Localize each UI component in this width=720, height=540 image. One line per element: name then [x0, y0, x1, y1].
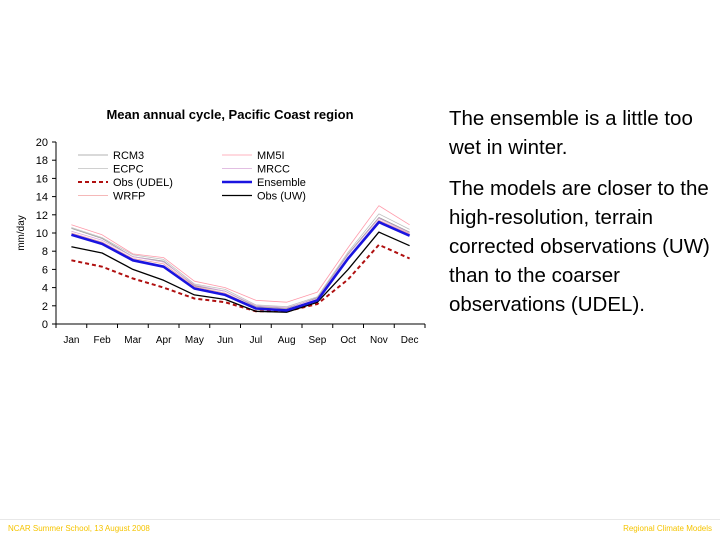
series-line-mm5i: [71, 205, 410, 303]
y-tick-label: 4: [42, 283, 48, 295]
y-tick-label: 2: [42, 301, 48, 313]
x-tick-label: May: [185, 335, 204, 346]
series-line-obs-udel: [71, 243, 411, 313]
legend-label-obs-udel: Obs (UDEL): [113, 177, 173, 189]
legend-label-ecpc: ECPC: [113, 164, 144, 176]
x-tick-label: Apr: [156, 335, 172, 346]
x-tick-label: Sep: [308, 335, 326, 346]
y-tick-label: 8: [42, 246, 48, 258]
y-tick-label: 12: [36, 210, 48, 222]
y-tick-label: 10: [36, 228, 48, 240]
footer-left-text: NCAR Summer School, 13 August 2008: [8, 524, 150, 533]
x-tick-label: Oct: [340, 335, 356, 346]
bullet-1: The ensemble is a little too wet in wint…: [449, 107, 693, 159]
y-tick-label: 18: [36, 155, 48, 167]
legend-label-ensemble: Ensemble: [257, 177, 306, 189]
footer-divider: [0, 519, 720, 520]
legend-label-rcm3: RCM3: [113, 150, 144, 162]
y-tick-label: 14: [36, 192, 48, 204]
x-tick-label: Jun: [217, 335, 233, 346]
y-axis-label: mm/day: [16, 215, 27, 251]
legend-label-obs-uw: Obs (UW): [257, 191, 306, 203]
chart-title: Mean annual cycle, Pacific Coast region: [106, 107, 354, 122]
series-line-mrcc: [71, 217, 410, 309]
legend-label-mm5i: MM5I: [257, 150, 285, 162]
series-line-wrfp: [71, 219, 410, 310]
x-tick-label: Feb: [94, 335, 112, 346]
bullet-list: The ensemble is a little too wet in wint…: [449, 104, 714, 331]
x-tick-label: Dec: [401, 335, 419, 346]
series-line-obs-uw: [71, 231, 410, 313]
y-tick-label: 20: [36, 137, 48, 149]
x-tick-label: Nov: [370, 335, 388, 346]
x-tick-label: Mar: [124, 335, 142, 346]
series-line-ensemble: [71, 220, 411, 312]
footer-right-text: Regional Climate Models: [623, 524, 712, 533]
x-tick-label: Jan: [63, 335, 79, 346]
x-tick-label: Jul: [249, 335, 262, 346]
legend-label-mrcc: MRCC: [257, 164, 290, 176]
series-line-ecpc: [71, 213, 410, 308]
y-tick-label: 16: [36, 173, 48, 185]
bullet-2: The models are closer to the high-resolu…: [449, 177, 710, 316]
y-tick-label: 0: [42, 319, 48, 331]
y-tick-label: 6: [42, 264, 48, 276]
legend-label-wrfp: WRFP: [113, 191, 145, 203]
line-chart: 0 2 4 6 8 10 12 14 16 18 20 Jan Feb Mar Apr May Jun Jul Au…: [16, 137, 426, 346]
x-tick-label: Aug: [278, 335, 296, 346]
